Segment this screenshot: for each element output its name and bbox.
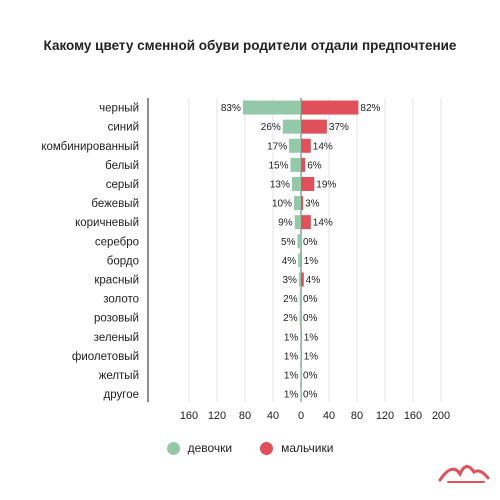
data-label-boys: 1% <box>304 256 319 267</box>
data-label-boys: 6% <box>307 160 322 171</box>
category-labels: черный синий комбинированный белый серый беже… <box>41 103 139 401</box>
data-label-girls: 2% <box>283 294 298 305</box>
chart-title: Какому цвету сменной обуви родители отда… <box>43 38 457 53</box>
data-label-girls: 2% <box>283 313 298 324</box>
category-label: бордо <box>107 255 139 267</box>
bar-girls <box>242 100 301 115</box>
x-tick-label: 80 <box>239 410 251 422</box>
category-label: другое <box>104 389 139 401</box>
brand-logo-icon <box>438 465 490 483</box>
data-label-girls: 1% <box>284 351 299 362</box>
bar-boys <box>301 138 311 153</box>
bar-girls <box>300 367 301 382</box>
category-label: коричневый <box>75 217 139 229</box>
bar-girls <box>299 310 301 325</box>
data-label-boys: 0% <box>303 313 318 324</box>
category-label: черный <box>99 103 139 115</box>
data-label-girls: 10% <box>272 199 292 210</box>
x-tick-label: 120 <box>376 410 394 422</box>
data-label-girls: 1% <box>284 370 299 381</box>
data-label-girls: 1% <box>284 390 299 401</box>
category-label: фиолетовый <box>72 351 139 363</box>
legend-label-boys: мальчики <box>281 441 334 455</box>
category-label: красный <box>94 274 139 286</box>
data-label-boys: 14% <box>313 218 333 229</box>
bar-boys <box>301 215 311 230</box>
data-label-boys: 1% <box>304 332 319 343</box>
legend: девочки мальчики <box>0 441 500 455</box>
bar-boys <box>301 348 302 363</box>
legend-swatch-boys <box>260 441 274 455</box>
data-label-boys: 0% <box>303 370 318 381</box>
data-label-boys: 1% <box>304 351 319 362</box>
x-tick-label: 160 <box>404 410 422 422</box>
x-tick-label: 40 <box>267 410 279 422</box>
category-label: синий <box>108 122 139 134</box>
bar-girls <box>299 291 301 306</box>
category-label: бежевый <box>91 198 139 210</box>
x-tick-labels: 160 120 80 40 0 40 80 120 160 200 <box>180 410 450 422</box>
bar-boys <box>301 272 304 287</box>
data-label-boys: 0% <box>303 390 318 401</box>
data-label-boys: 3% <box>305 199 320 210</box>
bar-girls <box>300 348 301 363</box>
category-label: розовый <box>94 313 139 325</box>
data-label-girls: 13% <box>270 179 290 190</box>
data-label-boys: 0% <box>303 237 318 248</box>
bar-girls <box>294 196 301 211</box>
bar-girls <box>300 329 301 344</box>
data-label-boys: 4% <box>306 275 321 286</box>
x-tick-label: 120 <box>208 410 226 422</box>
data-label-girls: 9% <box>278 218 293 229</box>
bar-girls <box>282 119 301 134</box>
bar-girls <box>298 272 301 287</box>
bars <box>242 100 359 402</box>
data-label-boys: 82% <box>360 103 380 114</box>
bar-girls <box>290 157 301 172</box>
legend-label-girls: девочки <box>187 441 233 455</box>
category-label: золото <box>103 294 139 306</box>
data-label-girls: 5% <box>281 237 296 248</box>
x-tick-label: 80 <box>351 410 363 422</box>
x-tick-label: 160 <box>180 410 198 422</box>
data-label-girls: 17% <box>267 141 287 152</box>
bar-girls <box>294 215 301 230</box>
bar-girls <box>291 176 301 191</box>
data-label-girls: 3% <box>282 275 297 286</box>
bar-boys <box>301 157 306 172</box>
category-label: белый <box>105 160 139 172</box>
x-tick-label: 40 <box>323 410 335 422</box>
bar-girls <box>289 138 301 153</box>
data-label-girls: 26% <box>261 122 281 133</box>
bar-girls <box>297 234 301 249</box>
bar-girls <box>300 387 301 402</box>
data-label-boys: 37% <box>329 122 349 133</box>
bar-boys <box>301 100 359 115</box>
data-label-girls: 15% <box>268 160 288 171</box>
legend-swatch-girls <box>166 441 180 455</box>
bar-boys <box>301 253 302 268</box>
bar-boys <box>301 119 327 134</box>
bar-boys <box>301 329 302 344</box>
data-label-boys: 14% <box>313 141 333 152</box>
bar-girls <box>298 253 301 268</box>
data-label-girls: 83% <box>221 103 241 114</box>
category-label: серебро <box>95 236 139 248</box>
bar-boys <box>301 176 315 191</box>
data-label-girls: 4% <box>282 256 297 267</box>
bar-boys <box>301 196 304 211</box>
category-label: желтый <box>99 370 139 382</box>
category-label: комбинированный <box>41 141 139 153</box>
x-tick-label: 200 <box>432 410 450 422</box>
x-tick-label: 0 <box>298 410 304 422</box>
data-labels: 83% 82% 26% 37% 17% 14% 15% 6% 13% 19% 10% 3% 9% 14% 5… <box>221 103 381 401</box>
category-label: серый <box>106 179 139 191</box>
legend-item-girls[interactable]: девочки <box>166 441 233 455</box>
data-label-girls: 1% <box>284 332 299 343</box>
legend-item-boys[interactable]: мальчики <box>260 441 333 455</box>
data-label-boys: 19% <box>316 179 336 190</box>
category-label: зеленый <box>94 332 139 344</box>
data-label-boys: 0% <box>303 294 318 305</box>
